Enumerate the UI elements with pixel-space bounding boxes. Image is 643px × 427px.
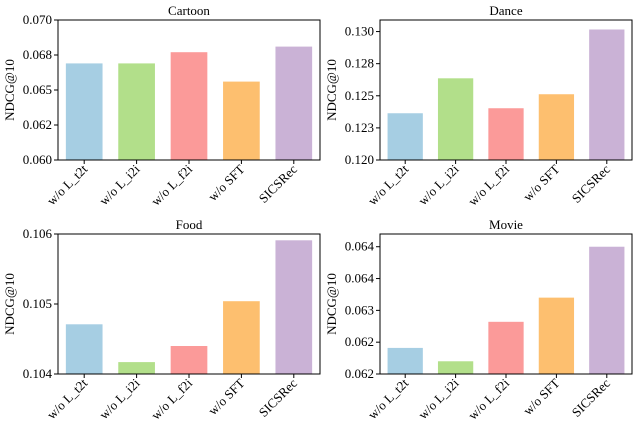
y-tick-label: 0.070	[23, 12, 52, 27]
bar	[589, 246, 625, 374]
x-tick-label: w/o SFT	[205, 375, 248, 418]
x-tick-label: w/o L_i2i	[96, 161, 143, 208]
y-tick-label: 0.062	[23, 117, 52, 132]
y-tick-label: 0.106	[23, 226, 53, 241]
subplot-title: Dance	[489, 3, 522, 18]
axes-frame	[57, 19, 321, 161]
y-axis-label: NDCG@10	[2, 59, 17, 121]
y-tick-label: 0.105	[23, 296, 52, 311]
bar	[275, 240, 313, 374]
x-tick-label: w/o L_i2i	[415, 375, 462, 422]
bar	[437, 361, 474, 374]
x-tick-label: w/o SFT	[520, 161, 563, 204]
y-tick-label: 0.060	[23, 152, 52, 167]
x-tick-label: w/o L_f2i	[148, 375, 195, 422]
y-axis-label: NDCG@10	[324, 273, 339, 335]
bar	[223, 301, 260, 374]
bar	[65, 324, 103, 374]
bar	[387, 347, 423, 374]
x-tick-label: SICSRec	[569, 375, 613, 419]
x-tick-label: w/o L_t2t	[365, 375, 412, 422]
y-tick-label: 0.064	[345, 239, 375, 254]
subplot-title: Food	[176, 217, 203, 232]
x-tick-label: SICSRec	[256, 375, 300, 419]
subplot-title: Movie	[489, 217, 523, 232]
y-tick-label: 0.065	[23, 82, 52, 97]
bar	[538, 94, 575, 160]
x-tick-label: w/o L_f2i	[465, 375, 512, 422]
bar	[488, 321, 524, 374]
x-tick-label: w/o L_i2i	[96, 375, 143, 422]
y-tick-label: 0.125	[345, 88, 374, 103]
bar	[488, 108, 524, 160]
x-tick-label: w/o SFT	[205, 161, 248, 204]
x-tick-label: w/o SFT	[520, 375, 563, 418]
x-tick-label: SICSRec	[569, 161, 613, 205]
bar	[170, 346, 208, 374]
y-tick-label: 0.068	[23, 47, 52, 62]
y-tick-label: 0.130	[345, 24, 374, 39]
x-tick-label: w/o L_f2i	[465, 161, 512, 208]
bar	[538, 297, 575, 374]
y-tick-label: 0.064	[345, 271, 375, 286]
y-tick-label: 0.104	[23, 366, 53, 381]
x-tick-label: w/o L_t2t	[44, 161, 91, 208]
y-tick-label: 0.062	[345, 334, 374, 349]
y-tick-label: 0.128	[345, 56, 374, 71]
subplot-title: Cartoon	[168, 3, 210, 18]
x-tick-label: w/o L_t2t	[44, 375, 91, 422]
axes-frame	[379, 233, 633, 375]
axes-frame	[379, 19, 633, 161]
bar	[437, 78, 474, 160]
bar	[387, 113, 423, 160]
bar	[589, 29, 625, 160]
y-tick-label: 0.120	[345, 152, 374, 167]
y-axis-label: NDCG@10	[324, 59, 339, 121]
y-tick-label: 0.123	[345, 120, 374, 135]
x-tick-label: w/o L_f2i	[148, 161, 195, 208]
y-axis-label: NDCG@10	[2, 273, 17, 335]
y-tick-label: 0.063	[345, 302, 374, 317]
bar	[118, 63, 155, 160]
bar	[275, 46, 313, 160]
axes-frame	[57, 233, 321, 375]
x-tick-label: SICSRec	[256, 161, 300, 205]
bar	[223, 81, 260, 160]
bar	[118, 362, 155, 374]
x-tick-label: w/o L_t2t	[365, 161, 412, 208]
x-tick-label: w/o L_i2i	[415, 161, 462, 208]
bar	[170, 52, 208, 161]
y-tick-label: 0.062	[345, 366, 374, 381]
bar	[65, 63, 103, 160]
